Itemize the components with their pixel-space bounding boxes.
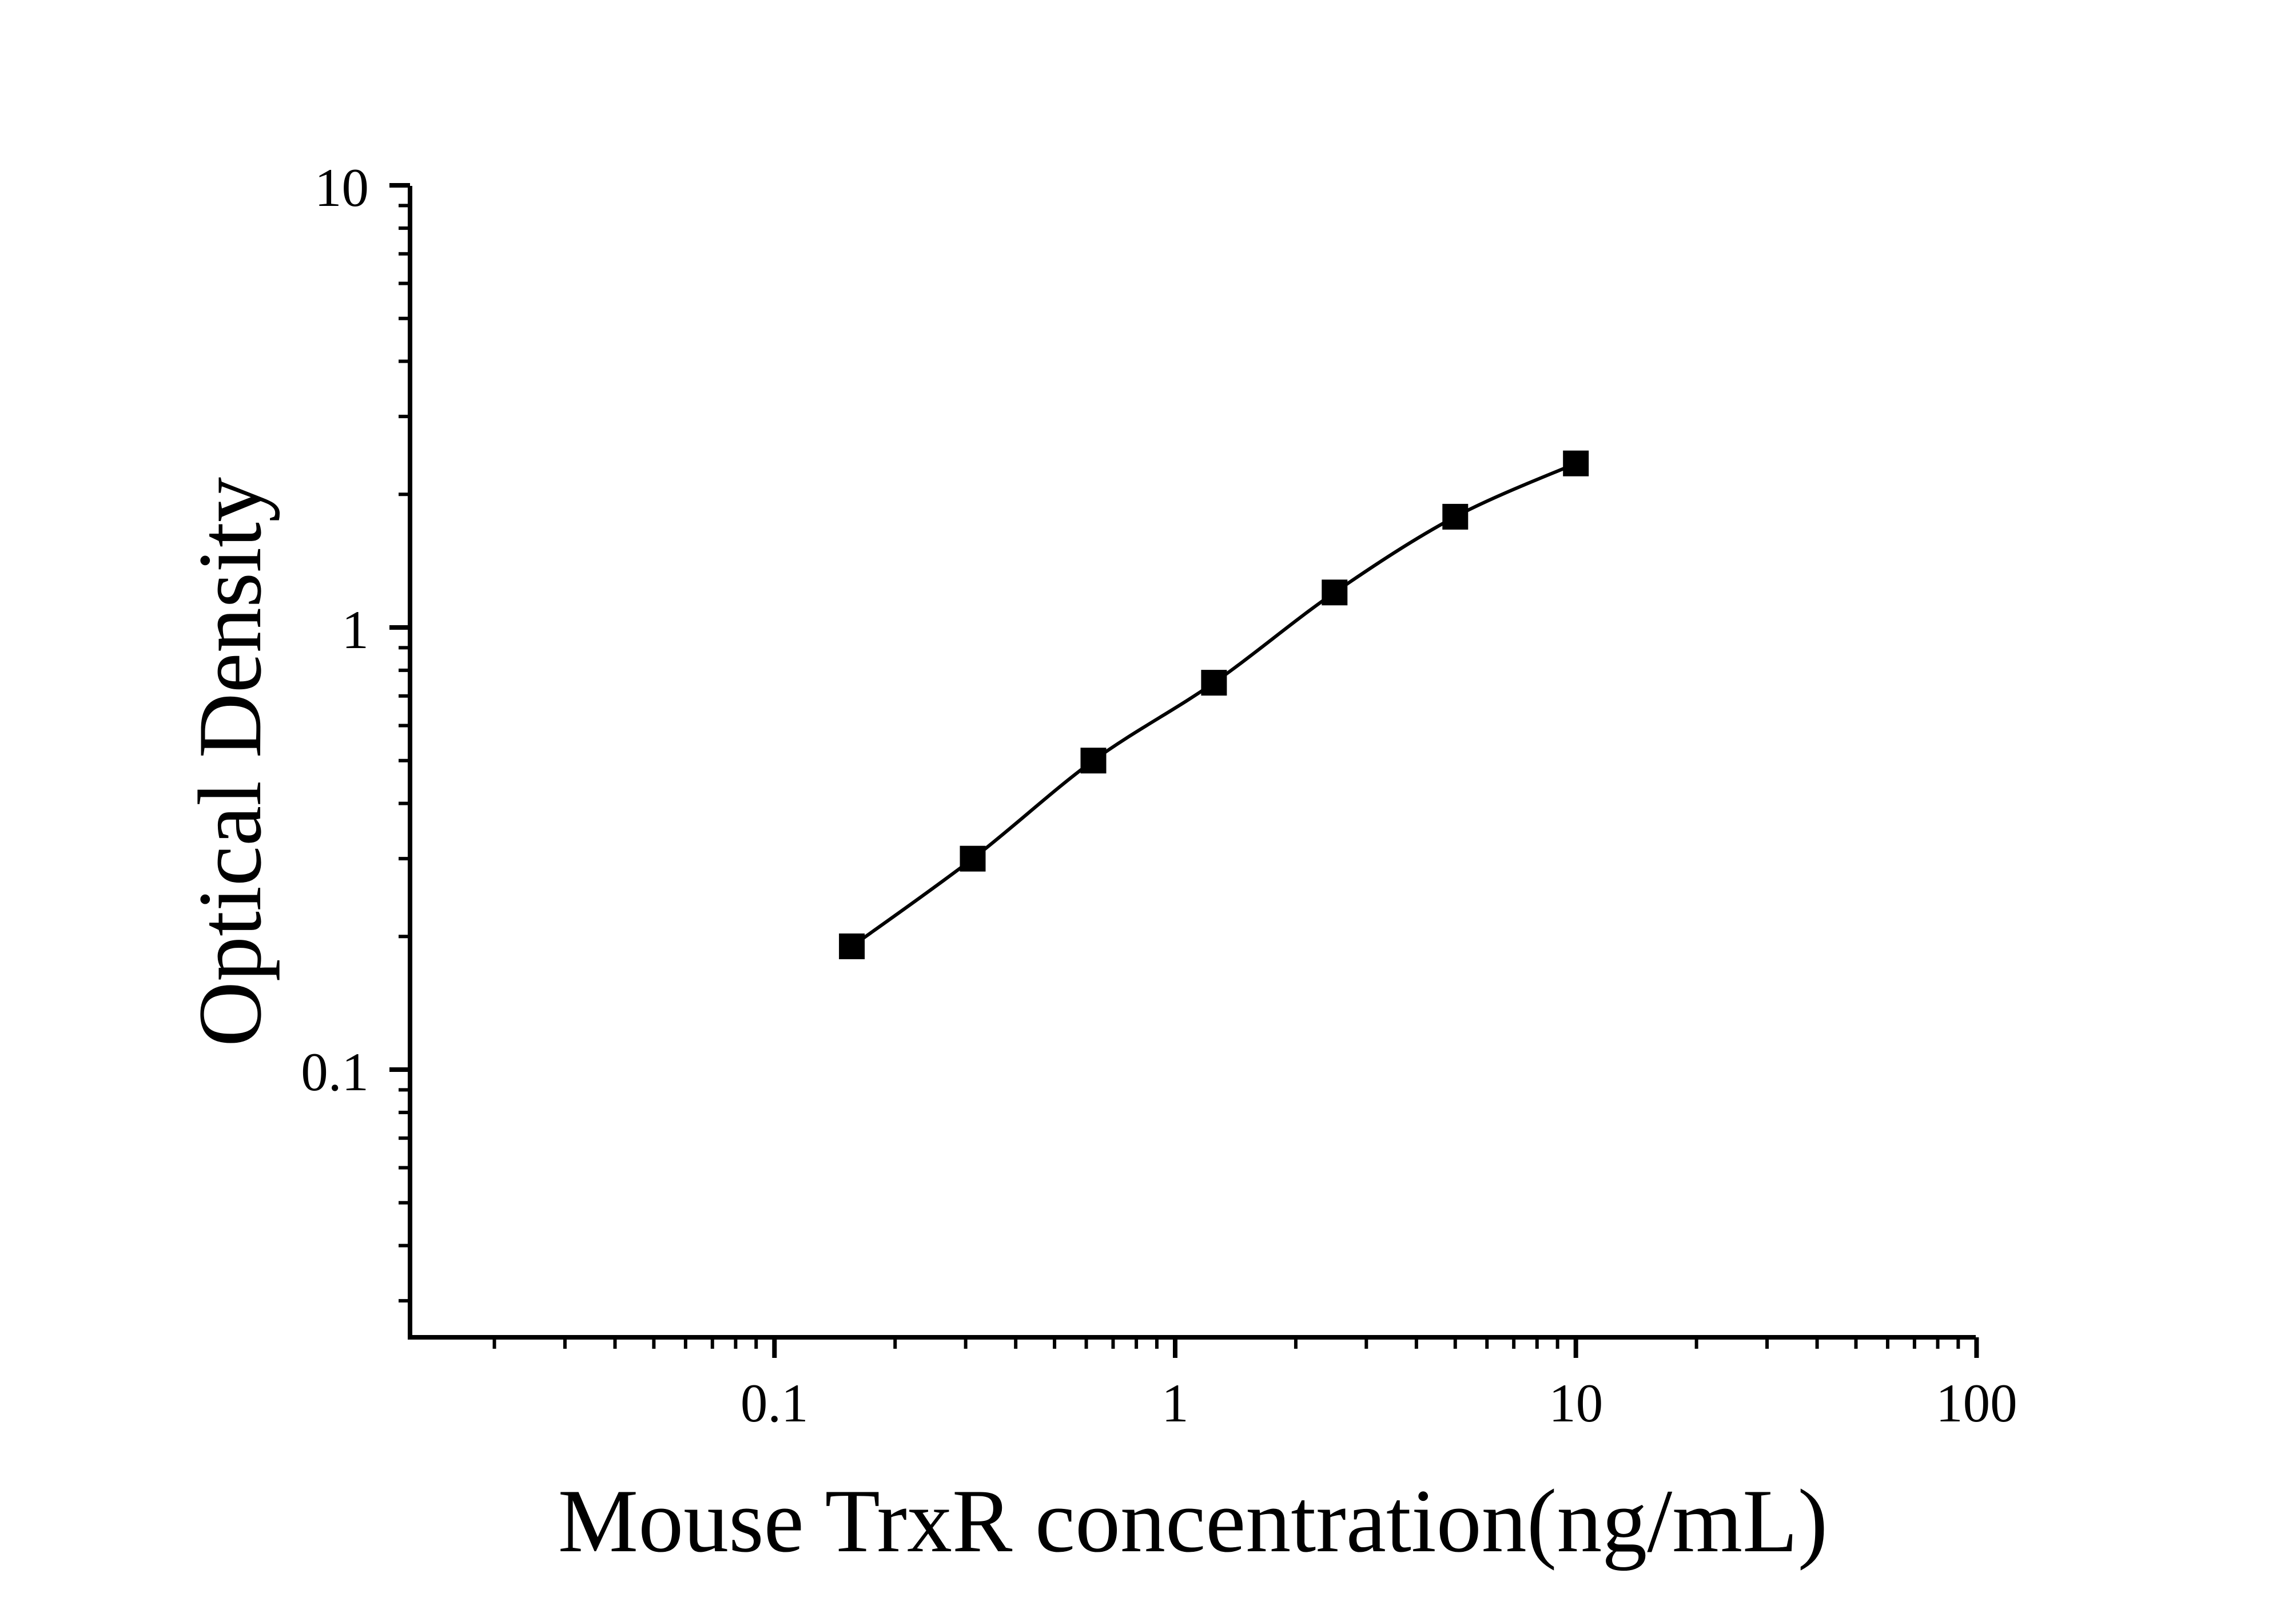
x-tick-label: 100 (1936, 1373, 2018, 1433)
x-tick-label: 1 (1161, 1373, 1189, 1433)
x-tick-label: 10 (1549, 1373, 1603, 1433)
data-point-marker (1080, 748, 1107, 774)
axis-spines (408, 186, 1976, 1340)
axis-ticks (389, 183, 1979, 1358)
standard-curve-line (850, 462, 1577, 948)
y-axis-title: Optical Density (180, 477, 280, 1047)
data-series (839, 450, 1589, 959)
y-tick-label: 1 (342, 599, 369, 660)
tick-labels: 0.1 1 10 100 10 1 0.1 (301, 157, 2017, 1433)
x-axis-title: Mouse TrxR concentration(ng/mL) (558, 1471, 1828, 1571)
y-tick-label: 0.1 (301, 1042, 369, 1102)
data-point-marker (1442, 503, 1469, 530)
y-tick-label: 10 (315, 157, 369, 218)
data-point-marker (1201, 670, 1227, 696)
x-tick-label: 0.1 (741, 1373, 809, 1433)
data-point-marker (960, 845, 986, 872)
data-point-marker (1322, 579, 1348, 606)
data-point-marker (839, 933, 865, 959)
data-point-marker (1563, 450, 1589, 476)
